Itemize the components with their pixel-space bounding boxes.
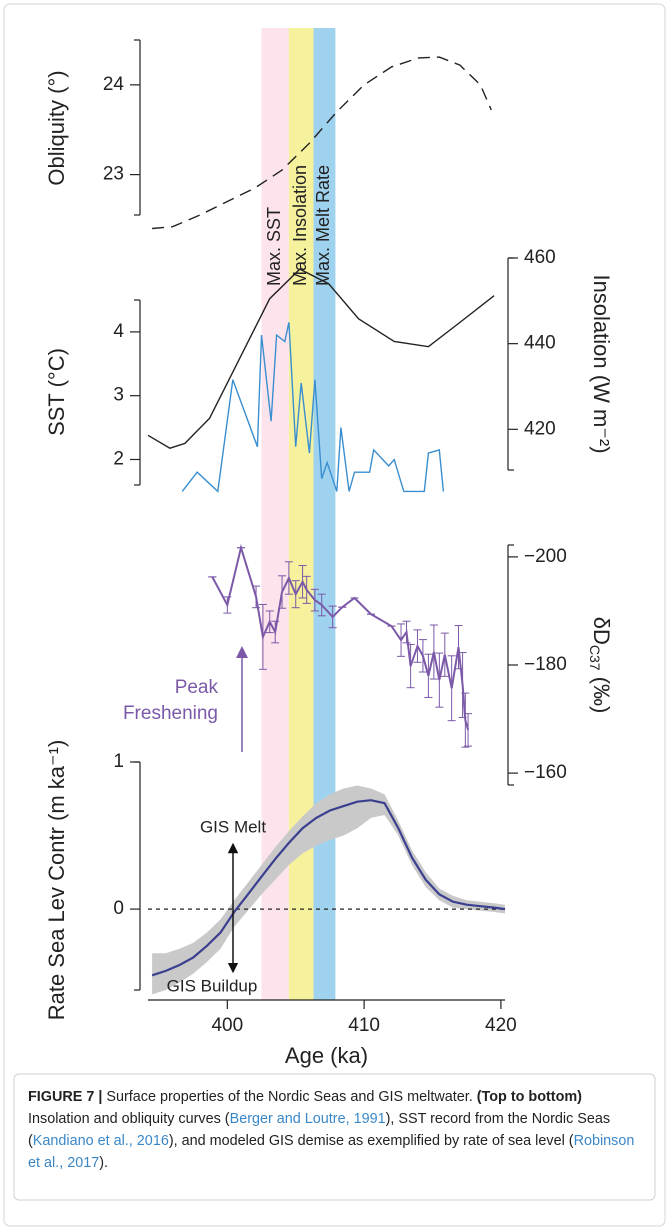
y-tick-label: 24	[103, 74, 125, 95]
band-label: Max. SST	[264, 207, 284, 286]
data-line	[211, 543, 470, 731]
caption-figure: FIGURE 7 |	[28, 1089, 107, 1105]
y-axis-label: SST (°C)	[44, 348, 69, 436]
y-axis-label: Insolation (W m⁻²)	[589, 274, 614, 453]
y-tick-label: −180	[524, 654, 567, 675]
y-axis-label-text: Rate Sea Lev Contr (m ka⁻¹)	[44, 740, 69, 1021]
highlight-band	[313, 28, 336, 1000]
caption-bold: (Top to bottom)	[476, 1089, 582, 1105]
caption-box	[13, 1073, 656, 1201]
y-tick-label: 2	[113, 448, 124, 469]
annotation: GIS Buildup	[167, 976, 258, 995]
y-tick-label: 1	[113, 751, 124, 772]
caption-text: Surface properties of the Nordic Seas an…	[106, 1089, 477, 1105]
band-label: Max. Insolation	[290, 165, 310, 286]
y-axis-label: Rate Sea Lev Contr (m ka⁻¹)	[44, 740, 69, 1021]
y-axis-label: δDC37 (‰)	[587, 617, 614, 714]
data-line	[147, 268, 495, 449]
x-tick-label: 420	[485, 1015, 517, 1036]
x-tick-label: 400	[211, 1015, 243, 1036]
caption-text: ).	[99, 1155, 109, 1171]
caption: FIGURE 7 | Surface properties of the Nor…	[28, 1086, 640, 1174]
y-axis-label-unit: (‰)	[589, 671, 614, 714]
y-tick-label: 23	[103, 164, 124, 185]
figure-frame	[3, 3, 666, 1227]
caption-text: ), and modeled GIS demise as exemplified…	[168, 1133, 574, 1149]
caption-reference: Robinson et al., 2017	[28, 1133, 635, 1171]
data-line	[152, 56, 492, 230]
y-axis-label-text: Obliquity (°)	[44, 70, 69, 185]
y-tick-label: −160	[524, 762, 567, 783]
x-tick-label: 410	[348, 1015, 380, 1036]
x-axis-label: Age (ka)	[285, 1043, 368, 1068]
band-label: Max. Melt Rate	[313, 165, 333, 286]
y-axis-label-text: δD	[589, 617, 614, 645]
y-axis-label: Obliquity (°)	[44, 70, 69, 185]
y-axis-label-text: SST (°C)	[44, 348, 69, 436]
y-axis-label-text: Insolation (W m⁻²)	[589, 274, 614, 453]
y-tick-label: 4	[113, 321, 124, 342]
y-tick-label: 420	[524, 418, 556, 439]
y-tick-label: −200	[524, 546, 567, 567]
y-tick-label: 0	[113, 898, 124, 919]
annotation: Freshening	[123, 703, 218, 724]
caption-reference: Berger and Loutre, 1991	[229, 1111, 386, 1127]
y-tick-label: 3	[113, 385, 124, 406]
y-tick-label: 460	[524, 247, 556, 268]
y-tick-label: 440	[524, 333, 556, 354]
data-line	[151, 799, 506, 977]
data-line	[181, 322, 445, 493]
annotation: Peak	[175, 677, 219, 698]
plot: Max. SST Max. Insolation Max. Melt Rate232…	[44, 39, 614, 1068]
caption-text: Insolation and obliquity curves (	[28, 1111, 230, 1127]
caption-text: ), SST record from the Nordic Seas (	[28, 1111, 611, 1149]
caption-reference: Kandiano et al., 2016	[32, 1133, 169, 1149]
y-axis-label-sub: C37	[587, 645, 603, 671]
annotation: GIS Melt	[200, 817, 266, 836]
